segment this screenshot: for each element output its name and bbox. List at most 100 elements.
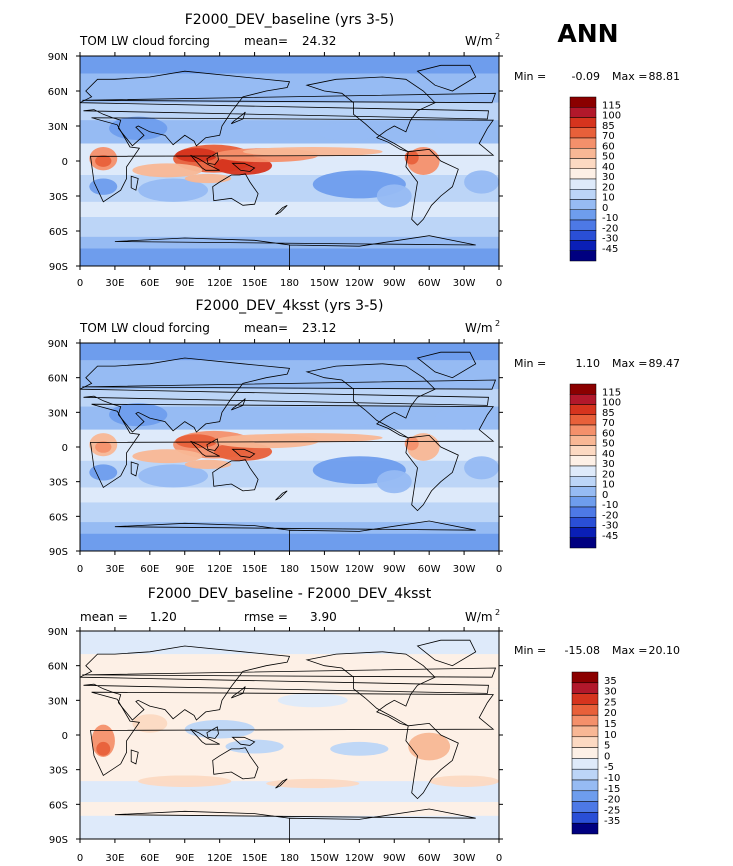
- x-tick-label: 30W: [453, 564, 476, 575]
- x-tick-label: 90E: [175, 278, 194, 289]
- max-label: Max =: [612, 357, 647, 370]
- coastline: [82, 92, 497, 104]
- colorbar-label: -10: [602, 213, 618, 224]
- colorbar-swatch: [569, 158, 597, 169]
- colorbar-swatch: [571, 693, 599, 705]
- coastline: [190, 154, 220, 171]
- colorbar-swatch: [569, 250, 597, 262]
- colorbar-swatch: [569, 178, 597, 190]
- coastline: [80, 645, 489, 721]
- field-label: TOM LW cloud forcing: [79, 34, 210, 48]
- y-tick-label: 90N: [48, 627, 68, 638]
- colorbar-swatch: [569, 240, 597, 251]
- x-tick-label: 150E: [242, 853, 267, 864]
- x-tick-label: 30W: [453, 278, 476, 289]
- field-cell: [225, 739, 284, 754]
- field-band: [80, 502, 499, 523]
- coastline: [416, 351, 477, 379]
- x-tick-label: 90W: [383, 853, 406, 864]
- field-cell: [132, 449, 203, 464]
- colorbar-swatch: [571, 671, 599, 684]
- colorbar-label: 85: [602, 408, 615, 419]
- y-tick-label: 90S: [49, 262, 68, 273]
- y-tick-label: 90N: [48, 339, 68, 350]
- colorbar-label: -45: [602, 531, 618, 542]
- colorbar-swatch: [569, 476, 597, 487]
- colorbar-swatch: [569, 383, 597, 395]
- coastline: [114, 808, 476, 839]
- y-tick-label: 60N: [48, 87, 68, 98]
- colorbar-swatch: [569, 199, 597, 210]
- field-cell: [408, 732, 451, 761]
- coastline: [231, 111, 246, 125]
- colorbar-swatch: [569, 209, 597, 221]
- mean-label: mean=: [244, 34, 288, 48]
- colorbar-label: -35: [604, 816, 620, 827]
- field-cell: [175, 148, 218, 163]
- colorbar-swatch: [569, 517, 597, 528]
- colorbar-label: -20: [602, 510, 618, 521]
- colorbar-label: 40: [602, 162, 615, 173]
- coastline: [212, 173, 259, 206]
- colorbar-swatch: [569, 435, 597, 446]
- colorbar-swatch: [569, 137, 597, 149]
- min-value: -0.09: [572, 70, 600, 83]
- colorbar-label: 40: [602, 449, 615, 460]
- x-tick-label: 60W: [418, 564, 441, 575]
- field-cell: [464, 170, 499, 194]
- coastline: [114, 520, 476, 551]
- map-field: [80, 56, 499, 266]
- field-band: [80, 217, 499, 237]
- colorbar-swatch: [569, 527, 597, 538]
- x-tick-label: 120E: [207, 564, 232, 575]
- coastline: [212, 747, 259, 780]
- min-label: Min =: [514, 70, 546, 83]
- y-tick-label: 30N: [48, 696, 68, 707]
- x-tick-label: 0: [496, 278, 502, 289]
- y-tick-label: 0: [62, 157, 68, 168]
- colorbar-label: 30: [602, 459, 615, 470]
- panel-title: F2000_DEV_baseline - F2000_DEV_4ksst: [148, 586, 432, 602]
- coastline: [275, 204, 288, 216]
- field-band: [80, 802, 499, 816]
- y-tick-label: 90S: [49, 835, 68, 846]
- y-tick-label: 90S: [49, 547, 68, 558]
- colorbar-swatch: [569, 445, 597, 456]
- max-value: 20.10: [649, 644, 681, 657]
- colorbar-label: 100: [602, 111, 621, 122]
- colorbar-label: -20: [602, 223, 618, 234]
- colorbar-swatch: [569, 394, 597, 405]
- field-cell: [95, 155, 112, 167]
- colorbar-label: 115: [602, 100, 621, 111]
- coastline: [231, 162, 256, 172]
- coastline: [82, 667, 497, 678]
- y-tick-label: 30S: [49, 192, 68, 203]
- panel-2: F2000_DEV_4ksst (yrs 3-5) TOM LW cloud fo…: [48, 298, 680, 575]
- x-tick-label: 90E: [175, 853, 194, 864]
- colorbar-swatch: [571, 747, 599, 759]
- field-cell: [464, 456, 499, 480]
- coastline: [206, 726, 219, 739]
- field-band: [80, 487, 499, 503]
- field-cell: [434, 406, 494, 430]
- panel-1: F2000_DEV_baseline (yrs 3-5) TOM LW cloud…: [48, 12, 680, 289]
- colorbar-swatch: [571, 801, 599, 813]
- field-band: [80, 56, 499, 74]
- x-tick-label: 30W: [453, 853, 476, 864]
- coastline: [231, 448, 256, 458]
- field-cell: [184, 459, 232, 469]
- coastline: [130, 175, 139, 191]
- x-tick-label: 150W: [310, 853, 339, 864]
- colorbar-label: 70: [602, 418, 615, 429]
- colorbar-label: 10: [602, 480, 615, 491]
- coastline: [275, 490, 288, 501]
- colorbar-swatch: [569, 168, 597, 180]
- colorbar-swatch: [571, 714, 599, 727]
- colorbar-label: -45: [602, 244, 618, 255]
- colorbar-label: 50: [602, 439, 615, 450]
- colorbar-swatch: [569, 96, 597, 108]
- colorbar-swatch: [569, 230, 597, 241]
- y-tick-label: 30N: [48, 122, 68, 133]
- y-tick-label: 30S: [49, 766, 68, 777]
- colorbar-swatch: [571, 812, 599, 824]
